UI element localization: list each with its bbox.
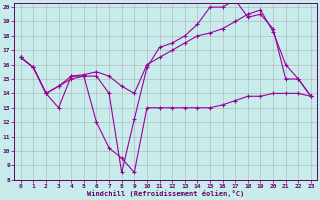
X-axis label: Windchill (Refroidissement éolien,°C): Windchill (Refroidissement éolien,°C) (87, 190, 244, 197)
